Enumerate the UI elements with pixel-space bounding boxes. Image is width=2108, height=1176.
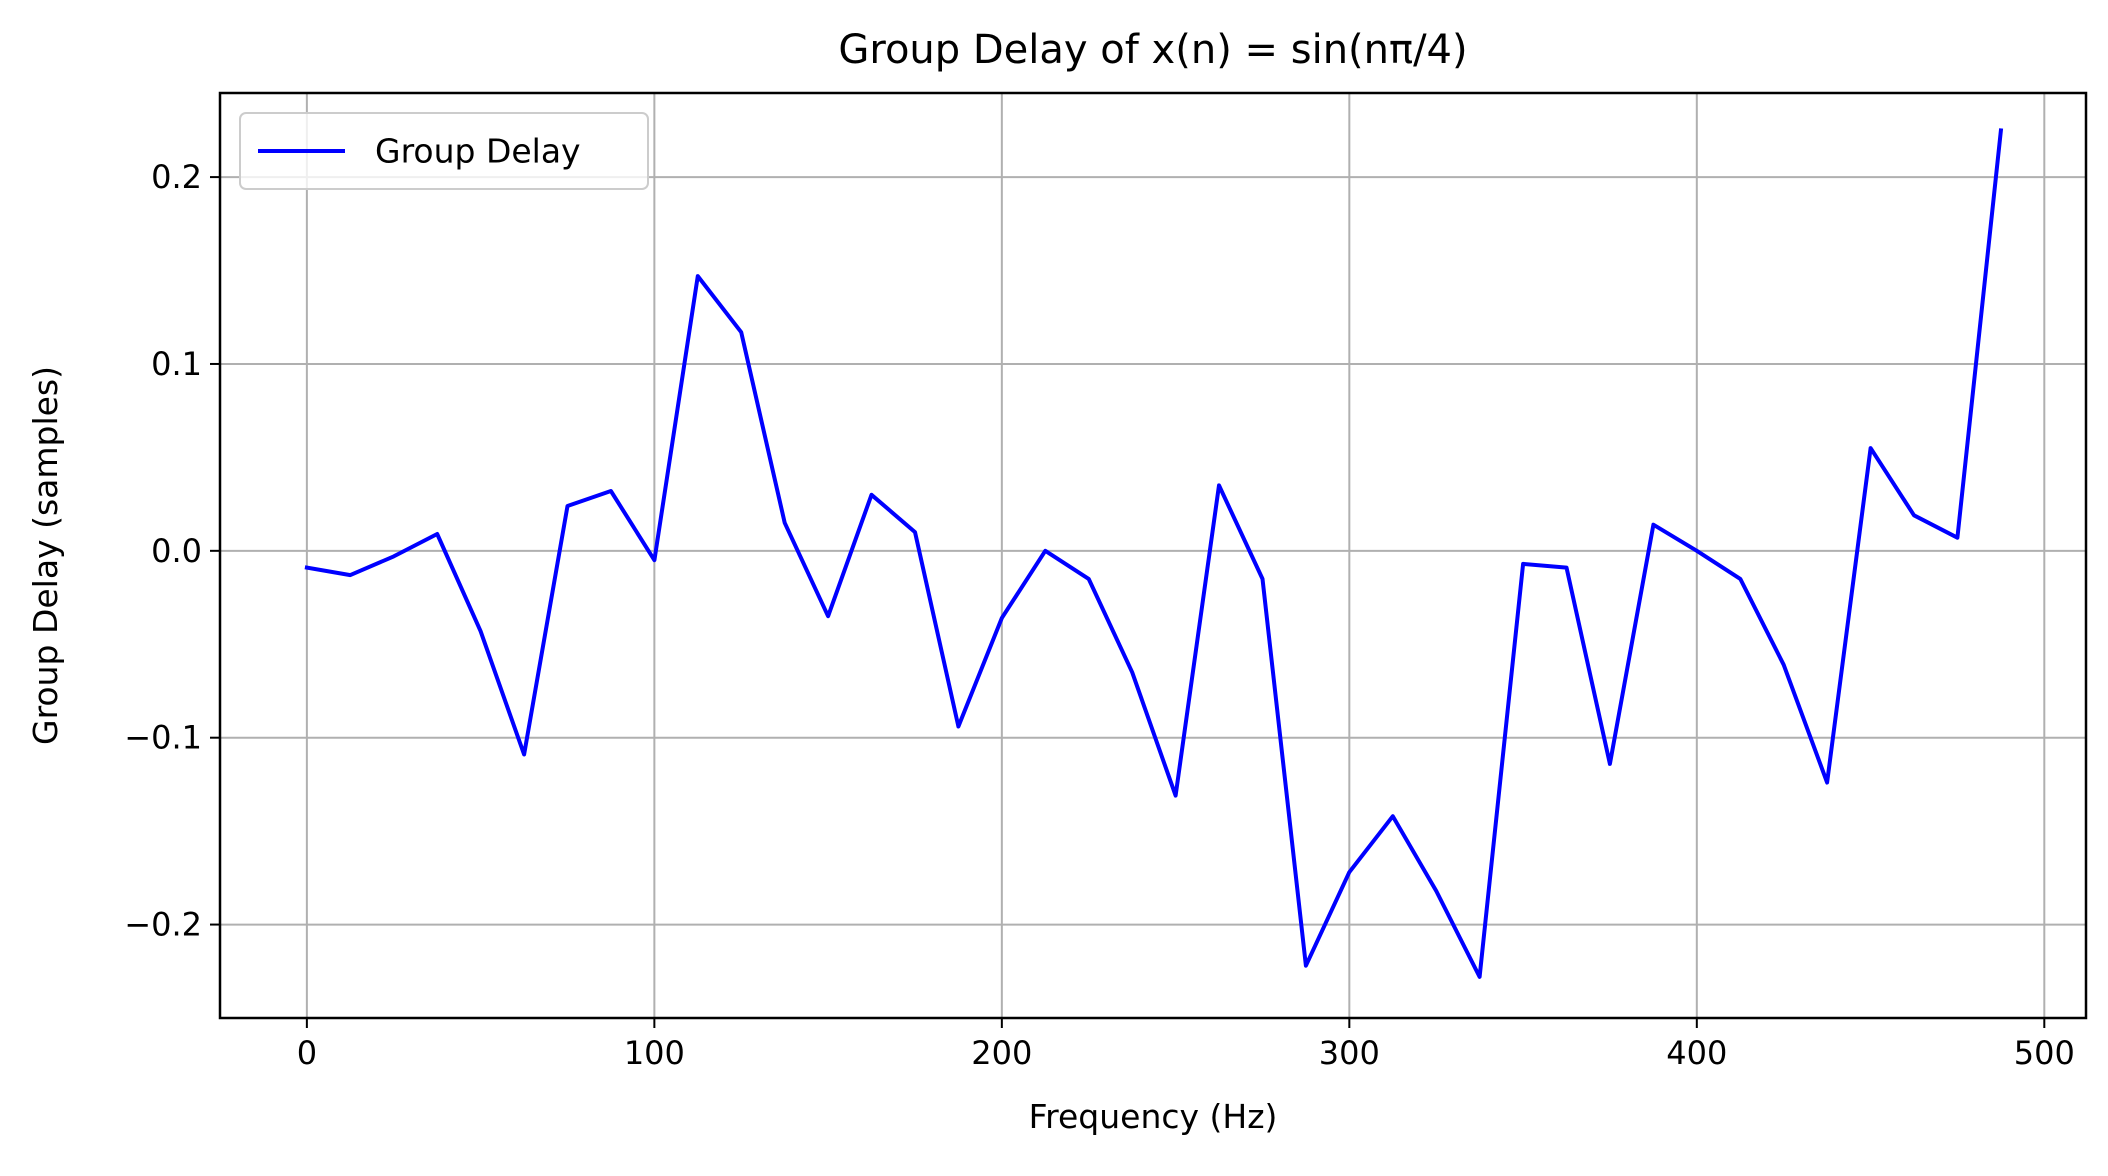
y-axis-title: Group Delay (samples) (26, 366, 65, 745)
legend: Group Delay (239, 112, 649, 190)
x-tick-label: 300 (1319, 1034, 1380, 1072)
series-line-group-delay (304, 128, 2004, 979)
x-tick-label: 100 (624, 1034, 685, 1072)
legend-label-group-delay: Group Delay (375, 132, 581, 171)
y-tick-label: 0.0 (151, 532, 202, 570)
x-tick-label: 200 (971, 1034, 1032, 1072)
series-layer (304, 128, 2004, 979)
y-tick-label: 0.2 (151, 158, 202, 196)
y-tick-label: −0.1 (124, 719, 202, 757)
x-axis-title: Frequency (Hz) (1029, 1097, 1278, 1136)
x-tick-label: 400 (1666, 1034, 1727, 1072)
y-tick-label: −0.2 (124, 906, 202, 944)
plot-frame (218, 91, 2088, 1020)
x-tick-label: 0 (297, 1034, 317, 1072)
grid (220, 93, 2086, 1018)
legend-box (239, 112, 649, 190)
chart-title: Group Delay of x(n) = sin(nπ/4) (838, 27, 1467, 73)
x-tick-label: 500 (2014, 1034, 2075, 1072)
ticks: 0 100 200 300 400 500 −0.2 −0.1 0.0 0.1 0.2 (124, 158, 2075, 1072)
y-tick-label: 0.1 (151, 345, 202, 383)
